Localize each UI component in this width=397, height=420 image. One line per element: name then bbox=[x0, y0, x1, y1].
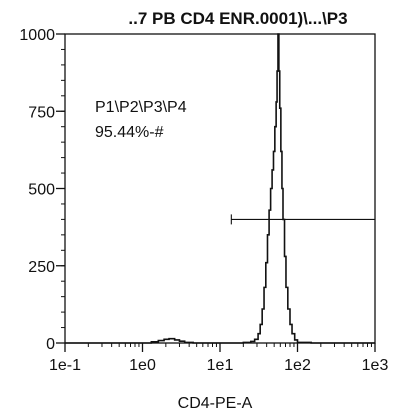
gate-percent-label: 95.44%-# bbox=[95, 124, 164, 141]
y-tick-label: 750 bbox=[28, 104, 55, 121]
y-tick-label: 1000 bbox=[19, 27, 55, 44]
y-tick-label: 0 bbox=[46, 336, 55, 353]
range-gate bbox=[230, 214, 375, 225]
plot-frame bbox=[64, 33, 376, 344]
x-axis-title: CD4-PE-A bbox=[178, 395, 253, 412]
gate-name-label: P1\P2\P3\P4 bbox=[95, 99, 187, 116]
x-axis: 1e-1 1e0 1e1 1e2 1e3 bbox=[49, 343, 388, 374]
x-tick-label: 1e0 bbox=[129, 357, 156, 374]
y-axis: 0 250 500 750 1000 bbox=[19, 27, 65, 353]
x-tick-label: 1e3 bbox=[362, 357, 389, 374]
y-tick-label: 500 bbox=[28, 182, 55, 199]
x-tick-label: 1e2 bbox=[284, 357, 311, 374]
chart-title: ..7 PB CD4 ENR.0001)\...\P3 bbox=[128, 9, 347, 28]
x-tick-label: 1e1 bbox=[207, 357, 234, 374]
histogram-series bbox=[65, 33, 375, 344]
y-tick-label: 250 bbox=[28, 259, 55, 276]
x-tick-label: 1e-1 bbox=[49, 357, 81, 374]
